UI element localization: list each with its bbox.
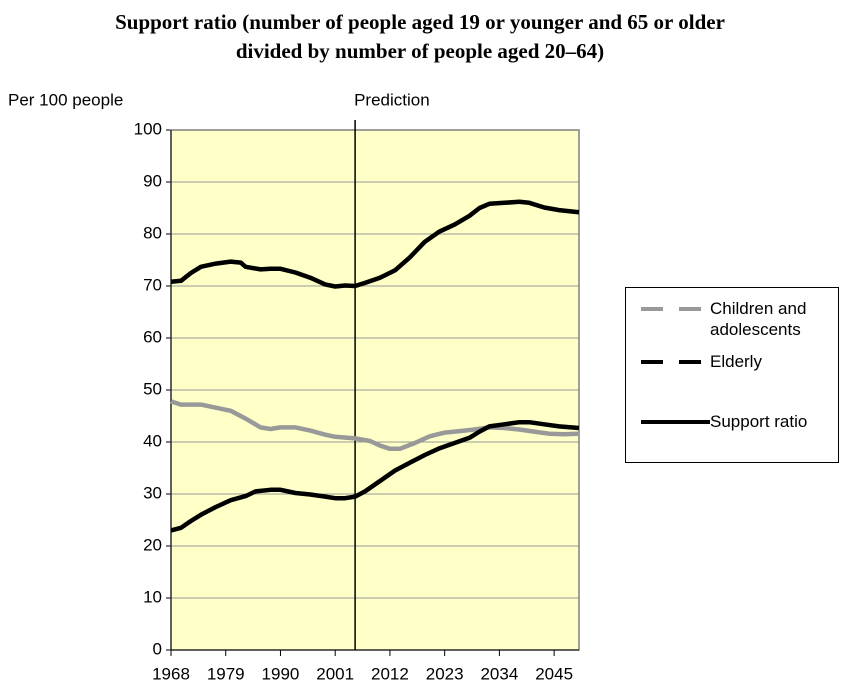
y-tick-label: 10 xyxy=(143,587,162,606)
legend-label: Elderly xyxy=(710,352,762,371)
y-axis-label: Per 100 people xyxy=(8,90,123,109)
y-tick-label: 50 xyxy=(143,379,162,398)
y-tick-label: 30 xyxy=(143,483,162,502)
legend: Children and adolescents Elderly Support r… xyxy=(625,287,839,463)
y-tick-label: 70 xyxy=(143,275,162,294)
x-tick-label: 2001 xyxy=(316,664,354,683)
chart-title: Support ratio (number of people aged 19 … xyxy=(115,10,725,63)
x-tick-label: 2012 xyxy=(371,664,409,683)
x-tick-label: 1990 xyxy=(262,664,300,683)
legend-label: Children and adolescents xyxy=(710,299,807,339)
annotation: Prediction xyxy=(354,90,430,109)
y-tick-label: 60 xyxy=(143,327,162,346)
legend-symbols xyxy=(641,307,710,424)
y-tick-label: 40 xyxy=(143,431,162,450)
series-line xyxy=(170,199,580,289)
series-line xyxy=(170,419,580,533)
x-tick-label: 2034 xyxy=(480,664,518,683)
x-tick-label: 2045 xyxy=(535,664,573,683)
x-tick-label: 2023 xyxy=(426,664,464,683)
legend-label: Support ratio xyxy=(710,412,808,431)
y-tick-label: 90 xyxy=(143,171,162,190)
y-tick-label: 20 xyxy=(143,535,162,554)
y-tick-label: 100 xyxy=(134,119,162,138)
x-tick-label: 1968 xyxy=(152,664,190,683)
series-line xyxy=(170,399,580,452)
y-tick-label: 80 xyxy=(143,223,162,242)
y-tick-label: 0 xyxy=(153,639,162,658)
x-tick-label: 1979 xyxy=(207,664,245,683)
